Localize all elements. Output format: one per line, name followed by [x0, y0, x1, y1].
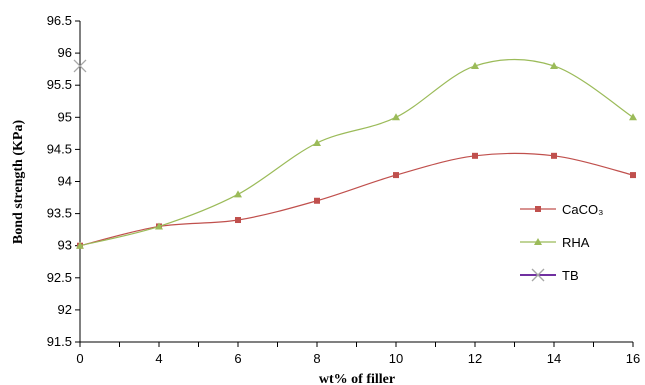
data-point-rha: [76, 241, 84, 249]
legend-label: TB: [562, 268, 579, 283]
x-tick-label: 12: [468, 351, 482, 366]
marker-stroke: [531, 268, 545, 282]
y-tick-label: 91.5: [47, 334, 72, 349]
x-tick-label: 6: [234, 351, 241, 366]
data-point-rha: [550, 61, 558, 69]
series-line-caco: [79, 152, 634, 247]
x-tick-label: 4: [155, 351, 162, 366]
legend-marker: [531, 268, 545, 282]
data-point-caco: [393, 172, 399, 179]
data-point-rha: [392, 113, 400, 121]
data-point-rha: [155, 222, 163, 230]
data-point-tb: [73, 59, 87, 73]
data-point-caco: [235, 217, 241, 224]
y-tick-label: 94.5: [47, 141, 72, 156]
legend-marker: [535, 206, 541, 212]
legend-marker: [534, 238, 542, 245]
x-tick-label: 10: [389, 351, 403, 366]
y-tick-label: 96: [58, 45, 72, 60]
y-axis-title: Bond strength (KPa): [11, 120, 26, 245]
x-axis-title: wt% of filler: [319, 372, 395, 385]
legend-item-rha: RHA: [520, 235, 590, 250]
y-tick-label: 95.5: [47, 77, 72, 92]
data-point-rha: [234, 190, 242, 198]
legend-label: RHA: [562, 235, 590, 250]
data-point-caco: [630, 172, 636, 179]
y-tick-label: 95: [58, 109, 72, 124]
y-tick-label: 93: [58, 238, 72, 253]
data-point-rha: [629, 113, 637, 121]
data-point-caco: [472, 152, 478, 159]
x-tick-label: 16: [626, 351, 640, 366]
y-tick-label: 94: [58, 174, 72, 189]
legend-item-caco: CaCO₃: [520, 202, 603, 217]
x-tick-label: 14: [547, 351, 561, 366]
data-point-rha: [313, 138, 321, 146]
y-tick-label: 92.5: [47, 270, 72, 285]
marker-stroke: [73, 59, 87, 73]
x-tick-label: 0: [76, 351, 83, 366]
y-tick-label: 92: [58, 302, 72, 317]
series-line-rha: [79, 58, 634, 247]
y-tick-label: 93.5: [47, 206, 72, 221]
x-tick-label: 8: [313, 351, 320, 366]
legend: CaCO₃ RHA TB: [520, 202, 603, 283]
data-point-rha: [471, 61, 479, 69]
legend-label: CaCO₃: [562, 202, 603, 217]
data-point-caco: [551, 152, 557, 159]
legend-item-tb: TB: [520, 268, 579, 283]
data-point-caco: [314, 197, 320, 204]
y-tick-label: 96.5: [47, 13, 72, 28]
plot-area: 91.5 92 92.5 93 93.5 94 94.5 95 95.5 96 96.5 0 4 6 8 10…: [47, 13, 641, 366]
